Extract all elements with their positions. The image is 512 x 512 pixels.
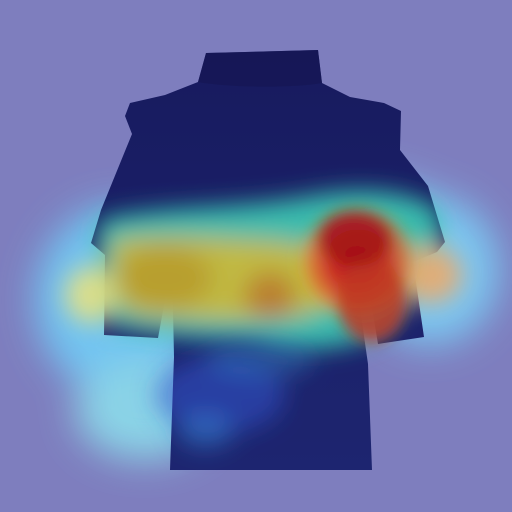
heatmap-hot-region	[298, 204, 418, 342]
heatmap-lower-cool-region	[155, 342, 315, 448]
